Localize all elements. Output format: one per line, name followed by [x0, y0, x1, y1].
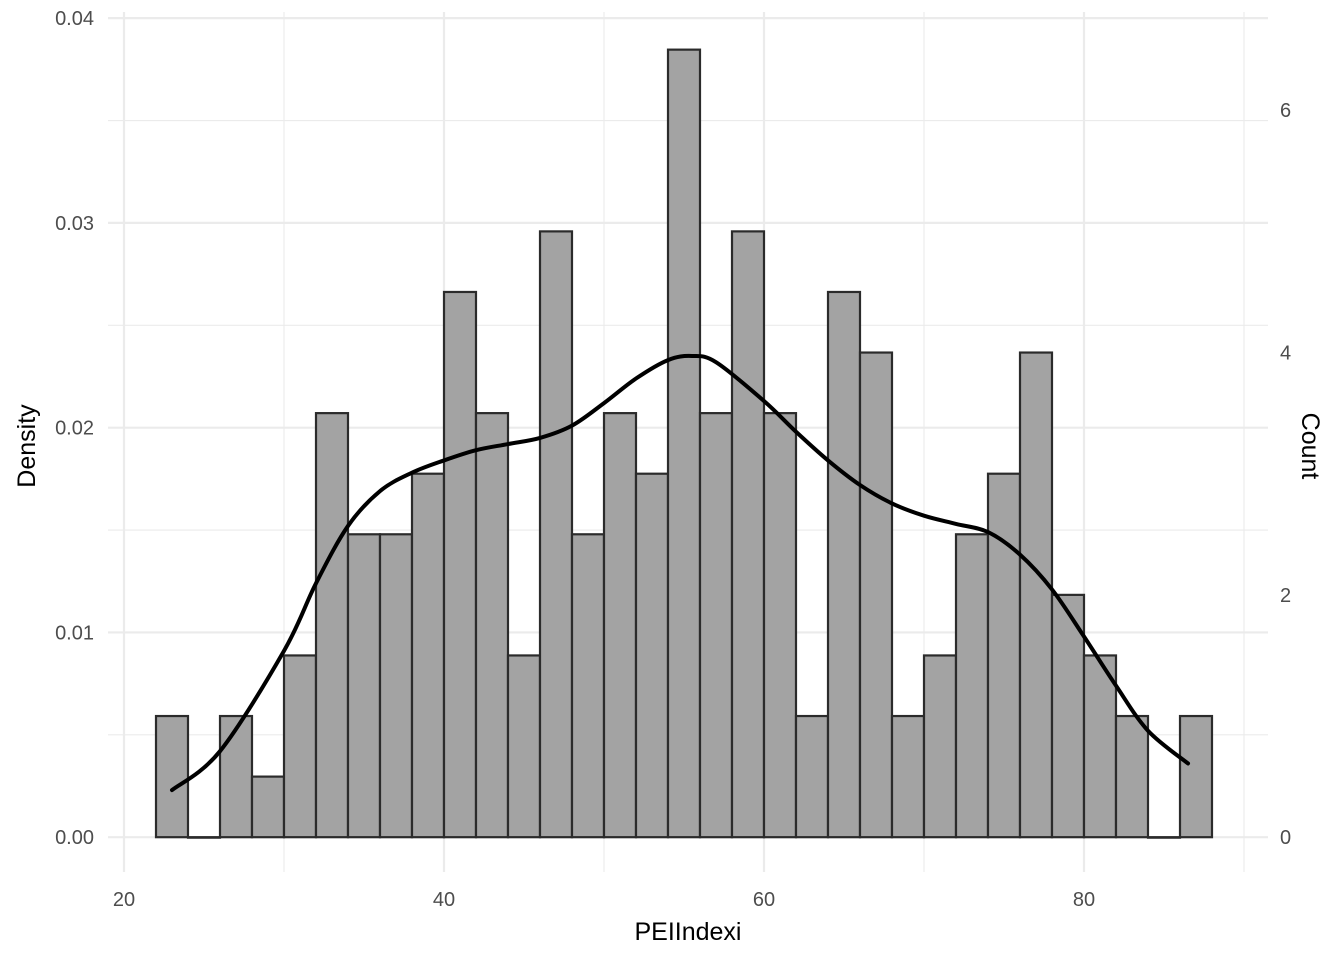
histogram-bar	[954, 533, 990, 839]
histogram-bar	[282, 654, 318, 839]
histogram-bar	[1082, 654, 1118, 839]
histogram-bar	[890, 714, 926, 839]
histogram-bar	[986, 472, 1022, 839]
histogram-bar	[762, 412, 798, 839]
histogram-bar	[1178, 714, 1214, 839]
histogram-bar	[698, 412, 734, 839]
histogram-bar	[602, 412, 638, 839]
histogram-bar	[730, 230, 766, 839]
histogram-bar	[314, 412, 350, 839]
y-tick-label: 0.02	[55, 418, 94, 440]
histogram-bar	[410, 472, 446, 839]
histogram-bar	[506, 654, 542, 839]
histogram-bar	[154, 714, 190, 839]
x-axis-title: PEIIndexi	[634, 918, 741, 946]
histogram-bar	[1050, 593, 1086, 839]
y2-tick-label: 6	[1280, 100, 1291, 122]
histogram-bar	[858, 351, 894, 839]
histogram-bar	[186, 836, 222, 839]
x-tick-label: 80	[1073, 889, 1095, 911]
histogram-bar	[1114, 714, 1150, 839]
histogram-bar	[474, 412, 510, 839]
y2-tick-label: 4	[1280, 343, 1291, 365]
y-tick-label: 0.00	[55, 827, 94, 849]
histogram-bar	[922, 654, 958, 839]
histogram-bar	[794, 714, 830, 839]
histogram-bar	[250, 775, 286, 839]
y-tick-label: 0.04	[55, 8, 94, 30]
histogram-bar	[826, 290, 862, 839]
histogram-bar	[1018, 351, 1054, 839]
histogram-bar	[1146, 836, 1182, 839]
x-tick-label: 40	[433, 889, 455, 911]
histogram-bars	[154, 48, 1214, 839]
x-tick-label: 60	[753, 889, 775, 911]
y2-axis-title: Count	[1296, 413, 1324, 480]
y-tick-label: 0.01	[55, 622, 94, 644]
histogram-bar	[634, 472, 670, 839]
histogram-bar	[378, 533, 414, 839]
y-axis-title: Density	[13, 404, 41, 488]
x-axis-ticks: 20 40 60 80	[113, 889, 1095, 911]
histogram-bar	[218, 714, 254, 839]
histogram-bar	[570, 533, 606, 839]
density-curve	[170, 353, 1190, 793]
y-axis-ticks: 0.00 0.01 0.02 0.03 0.04	[55, 8, 94, 849]
histogram-bar	[442, 290, 478, 839]
y2-tick-label: 0	[1280, 827, 1291, 849]
histogram-bar	[666, 48, 702, 839]
histogram-bar	[538, 230, 574, 839]
histogram-bar	[346, 533, 382, 839]
y2-axis-ticks: 0 2 4 6	[1280, 100, 1291, 849]
x-tick-label: 20	[113, 889, 135, 911]
y-tick-label: 0.03	[55, 213, 94, 235]
y2-tick-label: 2	[1280, 585, 1291, 607]
